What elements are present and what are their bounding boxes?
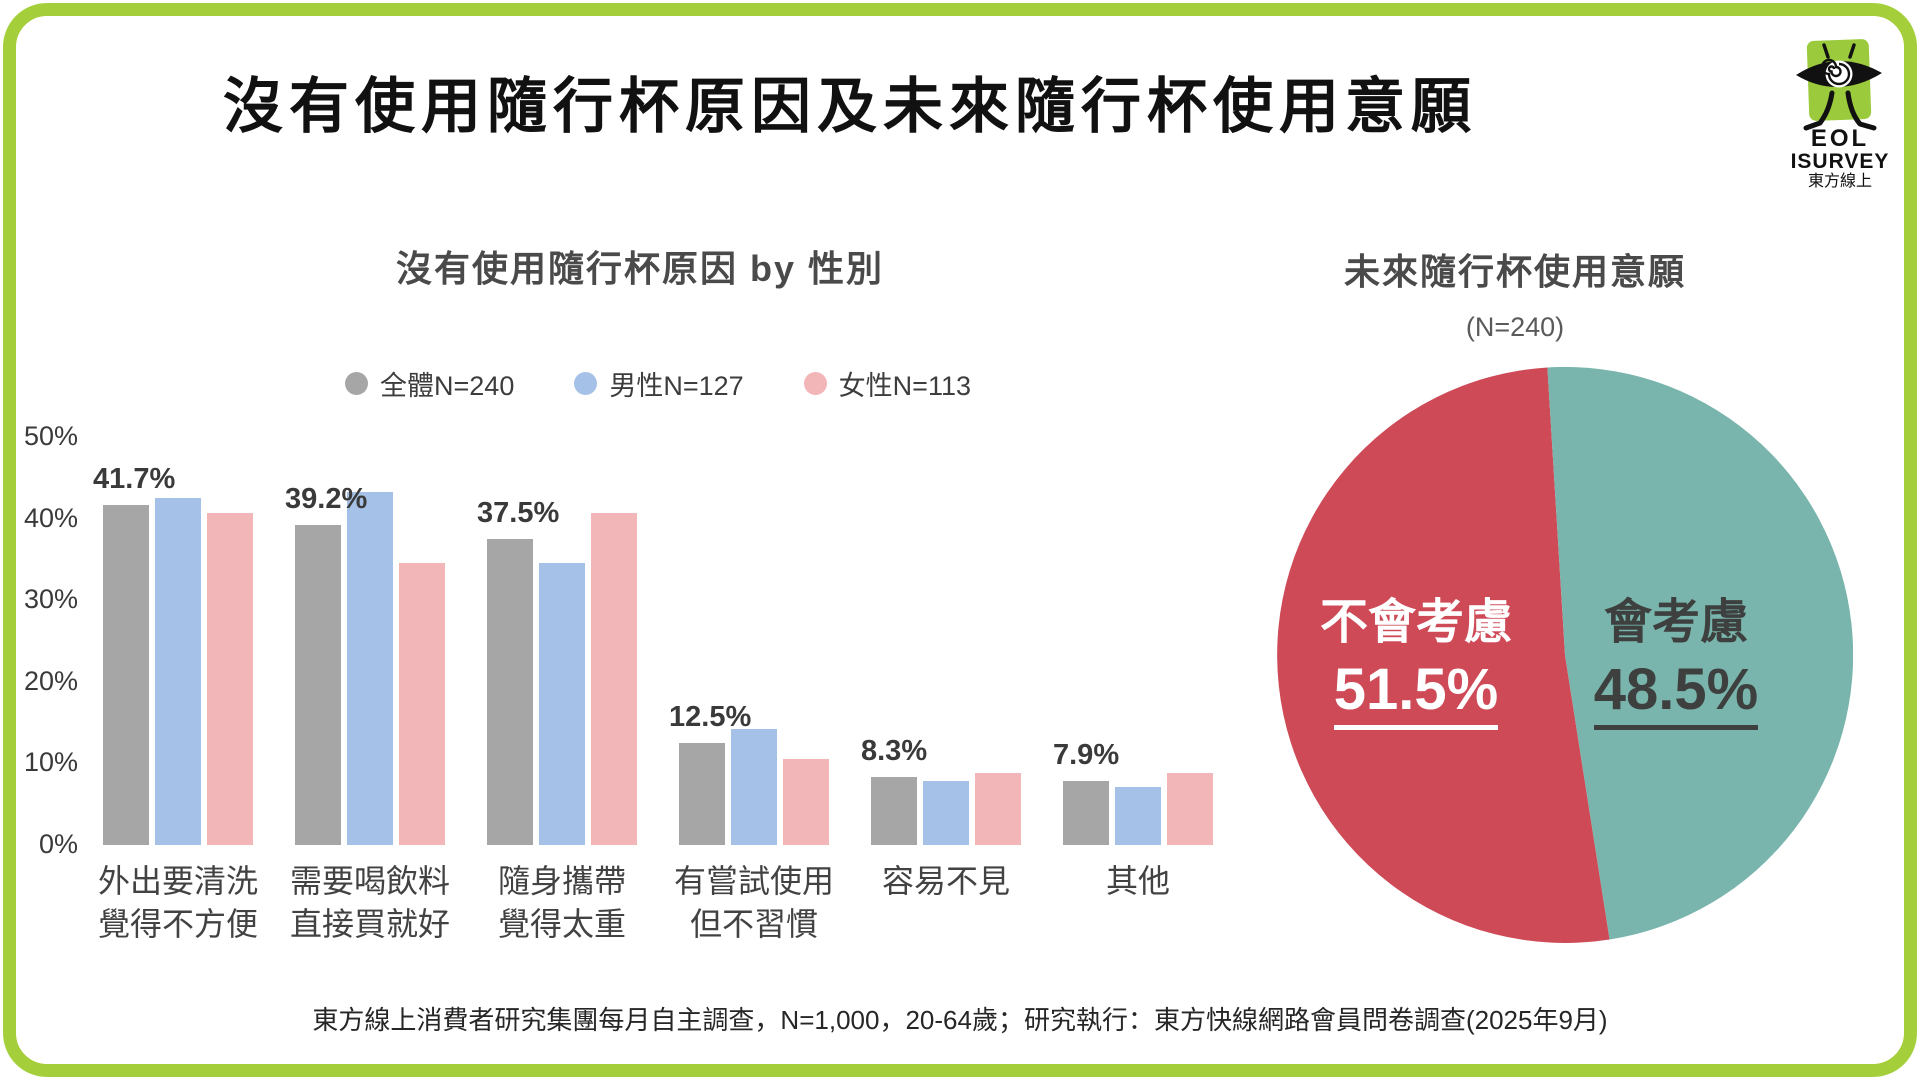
y-axis-tick: 20% [23, 665, 78, 696]
bar-value-label: 41.7% [93, 462, 176, 495]
y-axis-tick: 0% [38, 829, 78, 859]
y-axis-tick: 40% [23, 502, 78, 533]
pie-slice-label: 會考慮 48.5% [1506, 594, 1846, 730]
legend-item: 全體N=240 [345, 364, 514, 403]
bar-全體N=240 [1063, 780, 1109, 845]
bar-value-label: 37.5% [477, 497, 560, 529]
bar-男性N=127 [731, 729, 777, 845]
bar-全體N=240 [487, 539, 533, 845]
category-label: 需要喝飲料 直接買就好 [289, 863, 450, 942]
bar-value-label: 7.9% [1053, 738, 1120, 771]
bar-女性N=113 [783, 758, 829, 845]
bar-全體N=240 [103, 504, 149, 845]
legend-dot-icon [574, 372, 598, 395]
pie-slice-會考慮 [1547, 367, 1853, 940]
bar-男性N=127 [347, 491, 393, 845]
legend-item: 男性N=127 [574, 364, 744, 403]
bar-全體N=240 [295, 525, 341, 845]
source-footnote: 東方線上消費者研究集團每月自主調查，N=1,000，20-64歲；研究執行：東方… [312, 1005, 1608, 1035]
logo-text-dongfang: 東方線上 [1808, 172, 1872, 190]
bar-女性N=113 [591, 512, 637, 845]
bar-男性N=127 [539, 562, 585, 845]
bar-男性N=127 [155, 498, 201, 845]
y-axis-tick: 10% [23, 747, 78, 778]
pie-slice-不會考慮 [1277, 367, 1610, 943]
legend-dot-icon [803, 372, 827, 395]
pie-slice-percentage: 51.5% [1333, 658, 1499, 730]
bar-value-label: 39.2% [285, 483, 368, 516]
y-axis-tick: 50% [23, 421, 78, 451]
bar-女性N=113 [1167, 773, 1213, 845]
logo-text-eol: EOL [1811, 125, 1869, 152]
category-label: 其他 [1105, 863, 1170, 899]
page-title: 沒有使用隨行杯原因及未來隨行杯使用意願 [223, 73, 1477, 140]
eol-isurvey-logo: EOL ISURVEY 東方線上 [1788, 30, 1892, 195]
bar-女性N=113 [207, 512, 253, 845]
bar-女性N=113 [975, 773, 1021, 845]
bar-全體N=240 [871, 777, 917, 845]
legend-label: 全體N=240 [380, 371, 515, 401]
pie-chart [1277, 367, 1853, 943]
bar-女性N=113 [399, 563, 445, 845]
eye-with-legs-icon: EOL ISURVEY 東方線上 [1791, 39, 1890, 190]
pie-sample-size: (N=240) [1465, 312, 1565, 342]
pie-slice-name: 會考慮 [1603, 596, 1748, 649]
category-label: 容易不見 [881, 863, 1010, 899]
y-axis-tick: 30% [23, 584, 78, 615]
bar-chart-legend: 全體N=240 男性N=127 女性N=113 [103, 364, 1213, 403]
category-label: 隨身攜帶 覺得太重 [497, 863, 626, 942]
bar-男性N=127 [923, 780, 969, 845]
legend-dot-icon [345, 372, 369, 395]
logo-text-isurvey: ISURVEY [1791, 150, 1890, 173]
bar-chart-title: 沒有使用隨行杯原因 by 性別 [395, 248, 885, 289]
bar-value-label: 12.5% [669, 701, 752, 733]
bar-value-label: 8.3% [861, 735, 928, 768]
legend-label: 男性N=127 [609, 371, 744, 401]
category-label: 有嘗試使用 但不習慣 [673, 863, 834, 942]
pie-slice-name: 不會考慮 [1319, 596, 1512, 649]
pie-chart-title: 未來隨行杯使用意願 [1343, 251, 1686, 292]
pie-slice-label: 不會考慮 51.5% [1246, 594, 1586, 730]
pie-slice-percentage: 48.5% [1593, 658, 1759, 730]
category-label: 外出要清洗 覺得不方便 [97, 863, 258, 942]
legend-item: 女性N=113 [803, 364, 971, 403]
bar-男性N=127 [1115, 787, 1161, 845]
bar-全體N=240 [679, 743, 725, 845]
legend-label: 女性N=113 [838, 371, 971, 401]
